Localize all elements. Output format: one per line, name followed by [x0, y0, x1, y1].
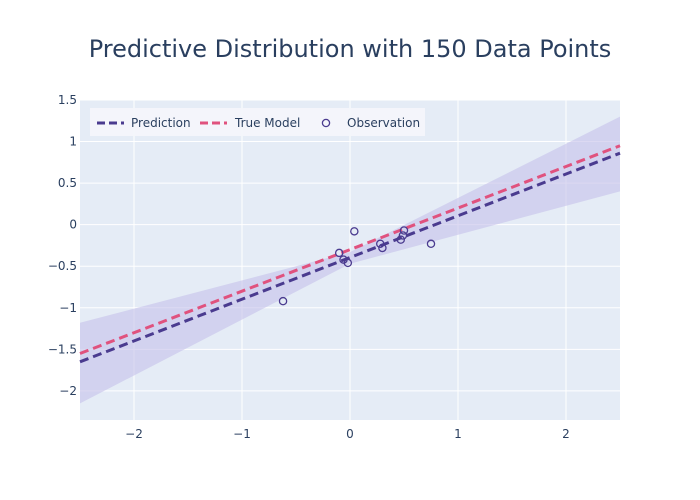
y-tick-label: 0	[69, 218, 77, 232]
observation-point	[343, 258, 353, 268]
chart-title: Predictive Distribution with 150 Data Po…	[89, 35, 612, 63]
y-tick-label: −2	[59, 384, 77, 398]
x-tick-label: 2	[562, 427, 570, 441]
observation-point	[334, 248, 344, 258]
x-tick-label: −2	[125, 427, 143, 441]
tick-label-layer: −2 −1 0 1 2 −2 −1.5 −1 −0.5 0 0.5 1 1.5	[48, 93, 570, 441]
observation-point	[375, 239, 385, 249]
observation-point	[278, 296, 288, 306]
observation-marker-layer	[278, 226, 436, 306]
y-tick-label: −1.5	[48, 342, 77, 356]
y-tick-label: −0.5	[48, 259, 77, 273]
observation-point	[426, 239, 436, 249]
y-tick-label: 1	[69, 135, 77, 149]
y-tick-label: −1	[59, 301, 77, 315]
observation-point	[396, 235, 406, 244]
legend-label-true-model[interactable]: True Model	[234, 116, 300, 130]
legend[interactable]: Prediction True Model Observation	[90, 108, 425, 136]
y-tick-label: 1.5	[58, 93, 77, 107]
series-line-prediction	[79, 151, 621, 364]
legend-background	[90, 108, 425, 136]
observation-point	[350, 227, 359, 236]
observation-point	[398, 231, 408, 240]
series-line-true-model	[79, 144, 621, 355]
legend-label-observation[interactable]: Observation	[347, 116, 420, 130]
x-tick-label: −1	[233, 427, 251, 441]
series-line-layer	[79, 144, 621, 364]
y-tick-label: 0.5	[58, 176, 77, 190]
legend-label-prediction[interactable]: Prediction	[131, 116, 191, 130]
x-tick-label: 0	[346, 427, 354, 441]
x-tick-label: 1	[454, 427, 462, 441]
legend-symbol-observation	[321, 118, 331, 128]
observation-point	[378, 243, 387, 253]
observation-point	[399, 226, 409, 235]
